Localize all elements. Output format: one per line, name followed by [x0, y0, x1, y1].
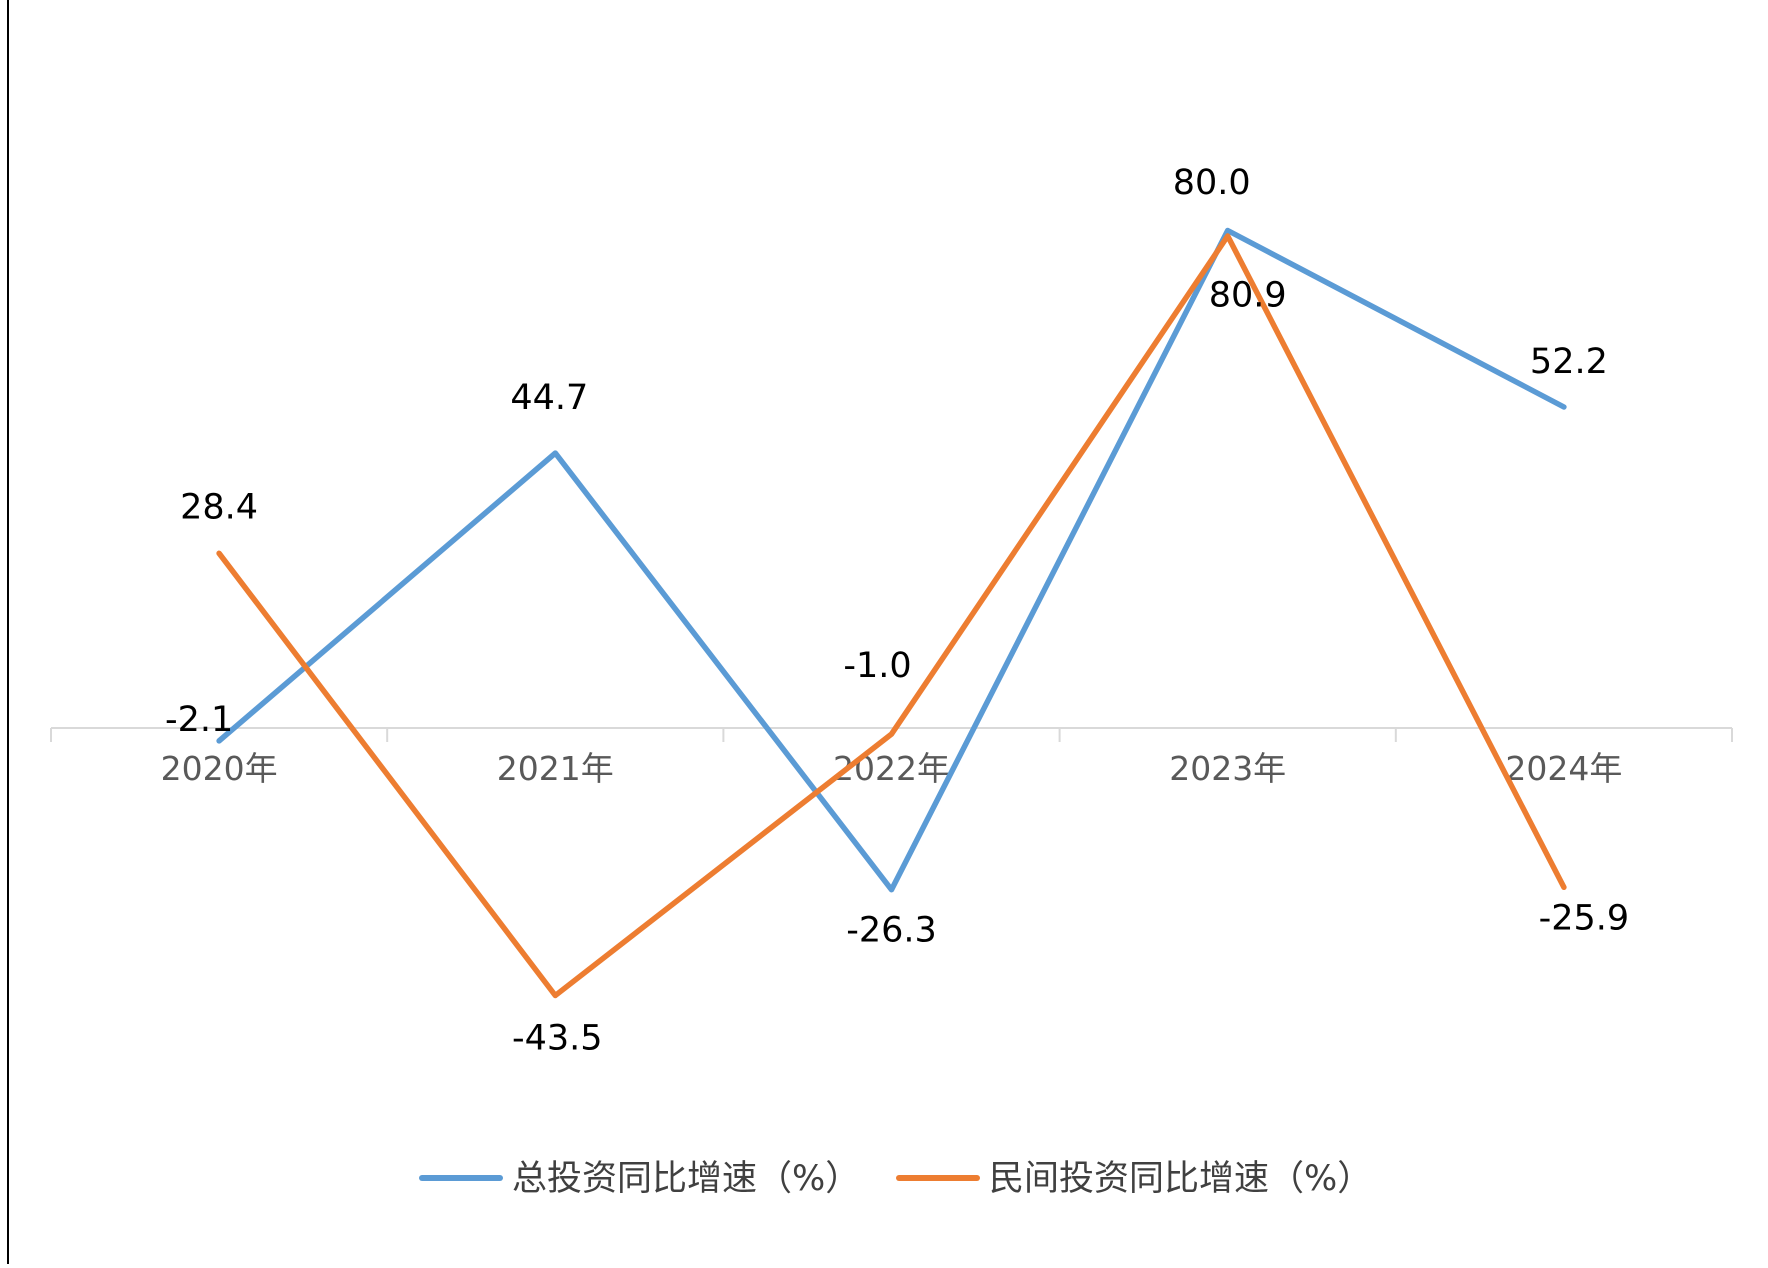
data-label: 80.9: [1209, 275, 1287, 315]
data-label: -2.1: [165, 700, 233, 740]
data-label: -1.0: [843, 646, 911, 686]
x-tick-label: 2020年: [161, 749, 278, 788]
series-line-2: [219, 236, 1564, 996]
x-tick-label: 2023年: [1169, 749, 1286, 788]
data-label: -26.3: [846, 911, 937, 951]
data-label: -25.9: [1539, 898, 1630, 938]
data-label: 28.4: [180, 487, 258, 527]
data-label: -43.5: [512, 1019, 603, 1059]
data-label: 44.7: [510, 378, 588, 418]
x-tick-label: 2024年: [1505, 749, 1622, 788]
data-label: 80.0: [1173, 163, 1251, 203]
x-tick-label: 2021年: [497, 749, 614, 788]
legend-label: 民间投资同比增速（%）: [989, 1159, 1372, 1199]
left-border: [7, 0, 9, 1264]
data-label: 52.2: [1530, 342, 1608, 382]
series-line-1: [219, 231, 1564, 890]
legend-label: 总投资同比增速（%）: [512, 1159, 860, 1199]
